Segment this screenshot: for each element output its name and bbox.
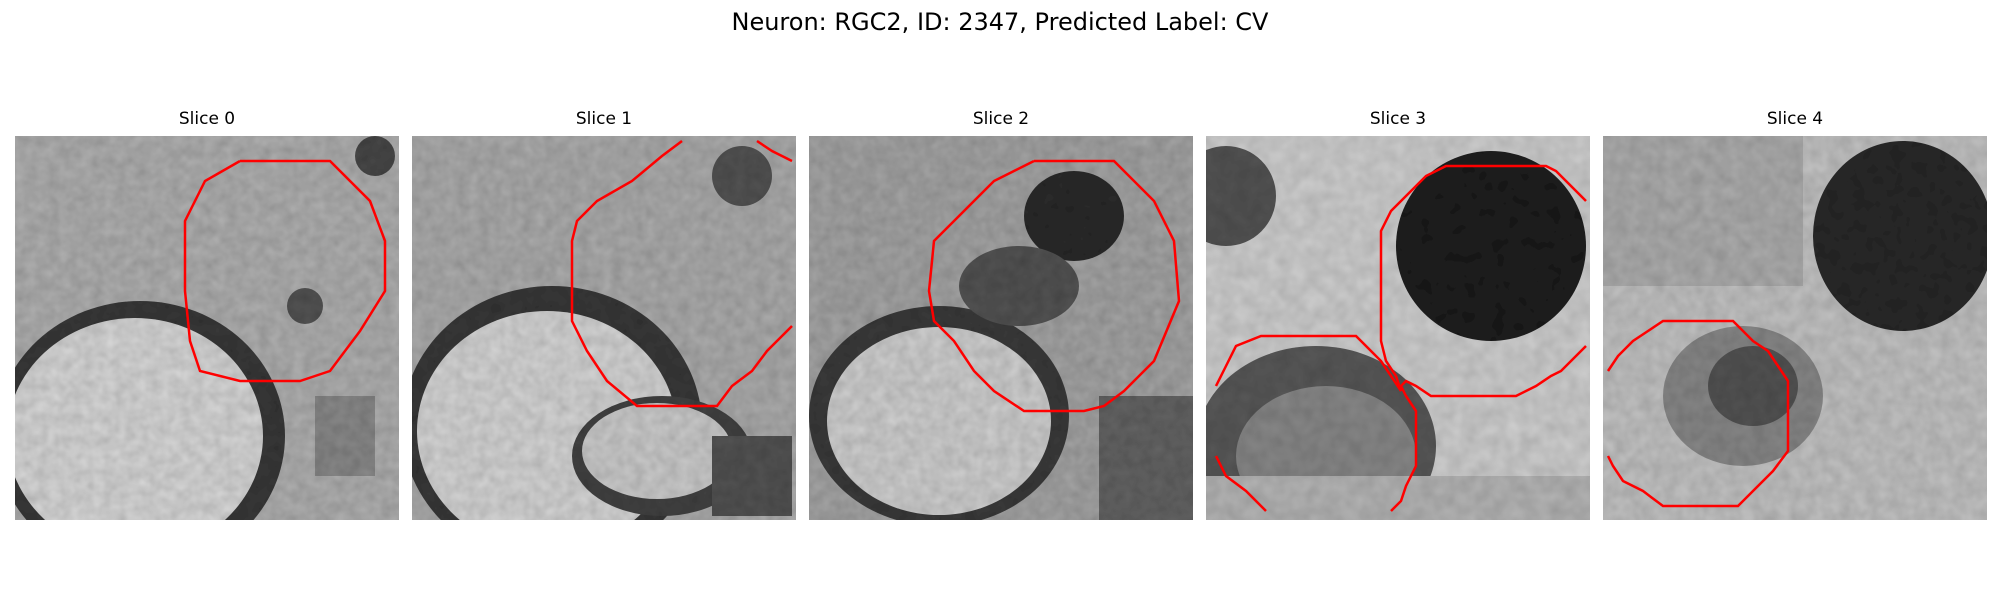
- contour-line: [1214, 455, 1267, 512]
- contour-line: [1390, 345, 1587, 512]
- slice-panel-1: Slice 1: [412, 106, 796, 522]
- contour-line: [756, 139, 793, 163]
- figure-title: Neuron: RGC2, ID: 2347, Predicted Label:…: [731, 8, 1269, 36]
- slice-panel-2: Slice 2: [809, 106, 1193, 522]
- slice-image-0: [15, 136, 399, 520]
- slice-image-3: [1206, 136, 1590, 520]
- slice-panel-4: Slice 4: [1603, 106, 1987, 522]
- slice-image-2: [809, 136, 1193, 520]
- slice-panel-0: Slice 0: [15, 106, 399, 522]
- slice-title-4: Slice 4: [1766, 109, 1824, 129]
- slice-title-3: Slice 3: [1369, 109, 1427, 129]
- slice-image-4: [1603, 136, 1987, 520]
- slice-image-1: [412, 136, 796, 520]
- slice-panel-3: Slice 3: [1206, 106, 1590, 522]
- contour-line: [1606, 319, 1790, 508]
- contour-line: [1214, 164, 1587, 392]
- contour-line: [927, 159, 1181, 413]
- contour-line: [183, 159, 387, 383]
- slice-title-2: Slice 2: [972, 109, 1030, 129]
- slice-title-0: Slice 0: [178, 109, 236, 129]
- contour-line: [570, 140, 793, 408]
- slice-title-1: Slice 1: [575, 109, 633, 129]
